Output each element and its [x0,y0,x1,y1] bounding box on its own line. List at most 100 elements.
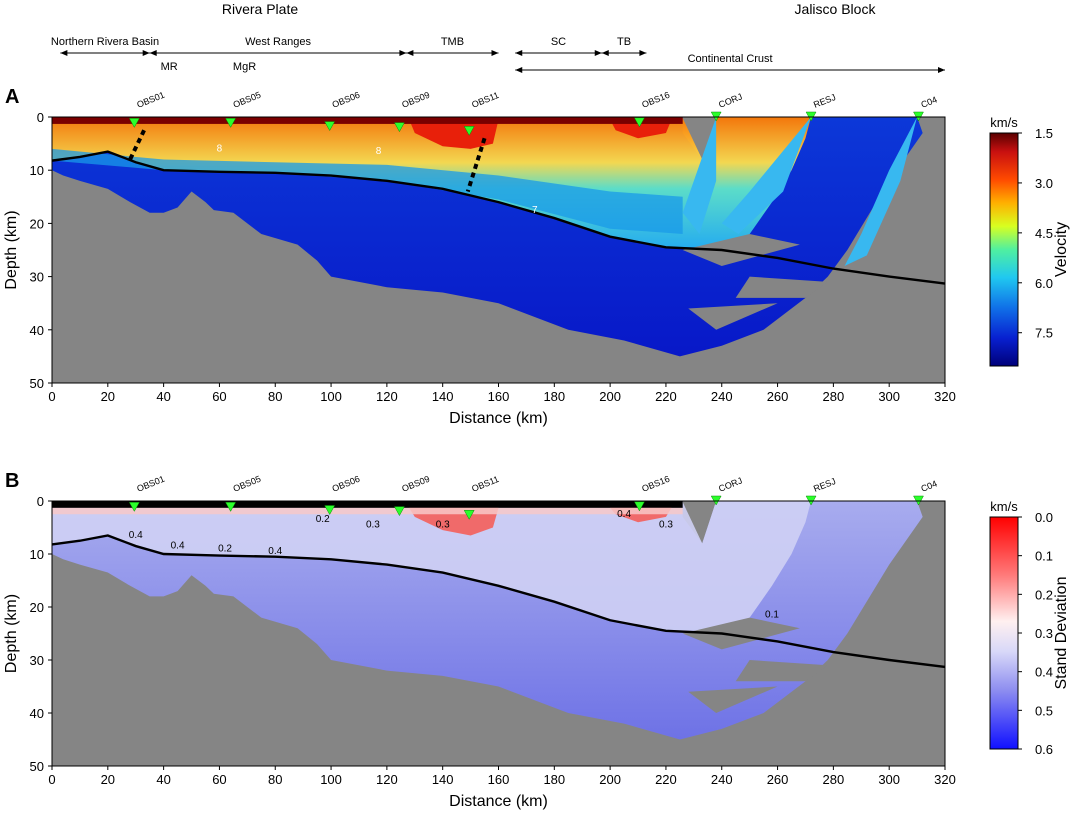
lower-crust-layer [52,148,683,235]
x-tick-label: 100 [320,389,342,404]
colorbar-tick-label: 3.0 [1035,176,1053,191]
region-label: Continental Crust [688,53,773,65]
crust-layer [52,501,812,631]
x-tick-label: 320 [934,389,956,404]
x-tick-label: 120 [376,772,398,787]
station-label: OBS16 [640,474,671,494]
contour-label: 0.3 [366,520,380,531]
station-marker [128,118,140,128]
y-tick-label: 0 [37,110,44,125]
x-tick-label: 120 [376,389,398,404]
station-marker [463,510,475,520]
colorbar-label: Stand Deviation [1053,577,1070,690]
panel-letter-a: A [5,86,19,108]
water-layer [52,501,683,508]
y-tick-label: 40 [30,706,44,721]
contour-label: 0.4 [268,546,282,557]
ray-fan-corj [682,117,717,235]
ray-fan-resj [721,117,812,235]
contour-label: 0.4 [171,541,185,552]
station-marker [128,502,140,512]
moho-line [51,534,946,669]
station-label: CORJ [717,91,743,109]
station-marker [225,502,237,512]
x-tick-label: 60 [212,772,226,787]
std-deviation-panel: 0.2 0.2 0.3 0.3 0.3 0.4 0.4 0.4 0.4 0.1 OBS01 OBS05… [3,474,1070,810]
station-label: OBS06 [331,90,362,110]
y-tick-label: 30 [30,270,44,285]
x-tick-label: 300 [878,772,900,787]
region-label: Northern Rivera Basin [51,36,159,48]
sublabel: MgR [233,61,256,73]
contour-label: 0.2 [316,514,330,525]
region-label: West Ranges [245,36,311,48]
colorbar [989,132,1019,367]
x-tick-label: 260 [767,389,789,404]
y-tick-label: 10 [30,163,44,178]
colorbar-tick-label: 7.5 [1035,326,1053,341]
contour-label: 0.4 [617,509,631,520]
contour-label: 0.3 [659,520,673,531]
x-tick-label: 220 [655,772,677,787]
x-tick-label: 180 [543,772,565,787]
region-label: TB [617,36,631,48]
colorbar-unit: km/s [990,499,1018,514]
unsampled-gap [682,617,800,650]
region-arrow-head-right [399,50,407,56]
station-marker [394,122,405,133]
colorbar-tick-label: 1.5 [1035,126,1053,141]
sublabel: MR [161,61,178,73]
station-label: CORJ [717,475,743,493]
y-tick-label: 30 [30,653,44,668]
colorbar-tick-label: 0.4 [1035,665,1053,680]
x-tick-label: 200 [599,772,621,787]
colorbar [989,516,1019,750]
x-tick-label: 0 [48,389,55,404]
station-marker [634,117,645,128]
unsampled-gap [688,303,778,330]
colorbar-tick-label: 6.0 [1035,276,1053,291]
colorbar-tick-label: 4.5 [1035,226,1053,241]
x-tick-label: 140 [432,772,454,787]
y-tick-label: 50 [30,376,44,391]
x-tick-label: 240 [711,389,733,404]
x-tick-label: 160 [488,389,510,404]
station-marker [463,126,475,136]
x-tick-label: 160 [488,772,510,787]
contour-label: 7 [532,205,538,216]
contour-label: 8 [217,144,223,155]
region-arrow-head-left [515,67,523,73]
moho-line [51,150,946,285]
station-label: OBS11 [470,90,500,110]
colorbar-tick-label: 0.5 [1035,703,1053,718]
low-uncertainty-tmb [409,507,499,536]
colorbar-tick-label: 0.0 [1035,510,1053,525]
y-tick-label: 20 [30,216,44,231]
x-tick-label: 140 [432,389,454,404]
colorbar-tick-label: 0.6 [1035,742,1053,757]
y-axis-label: Depth (km) [3,594,20,673]
station-label: OBS16 [640,90,671,110]
contour-label: 0.2 [218,543,232,554]
contour-label: 8 [376,146,382,157]
x-axis-label: Distance (km) [449,793,548,810]
y-axis-label: Depth (km) [3,210,20,289]
x-tick-label: 80 [268,772,282,787]
colorbar-tick-label: 0.2 [1035,587,1053,602]
x-tick-label: 240 [711,772,733,787]
header-rivera-plate: Rivera Plate [222,1,298,17]
x-tick-label: 20 [101,772,115,787]
station-label: OBS06 [331,474,362,494]
station-label: OBS01 [135,474,166,494]
x-tick-label: 60 [212,389,226,404]
region-arrow-head-left [515,50,523,56]
colorbar-unit: km/s [990,115,1018,130]
region-label: TMB [441,36,464,48]
velocity-panel: 8 8 7 OBS01 OBS05 OBS06 OBS09 OBS11 OBS16 CORJ RES… [3,90,1070,427]
station-marker [324,505,336,516]
water-layer [52,117,683,124]
x-tick-label: 260 [767,772,789,787]
unsampled-gap [688,686,778,713]
fault-dashed-line [126,129,146,164]
